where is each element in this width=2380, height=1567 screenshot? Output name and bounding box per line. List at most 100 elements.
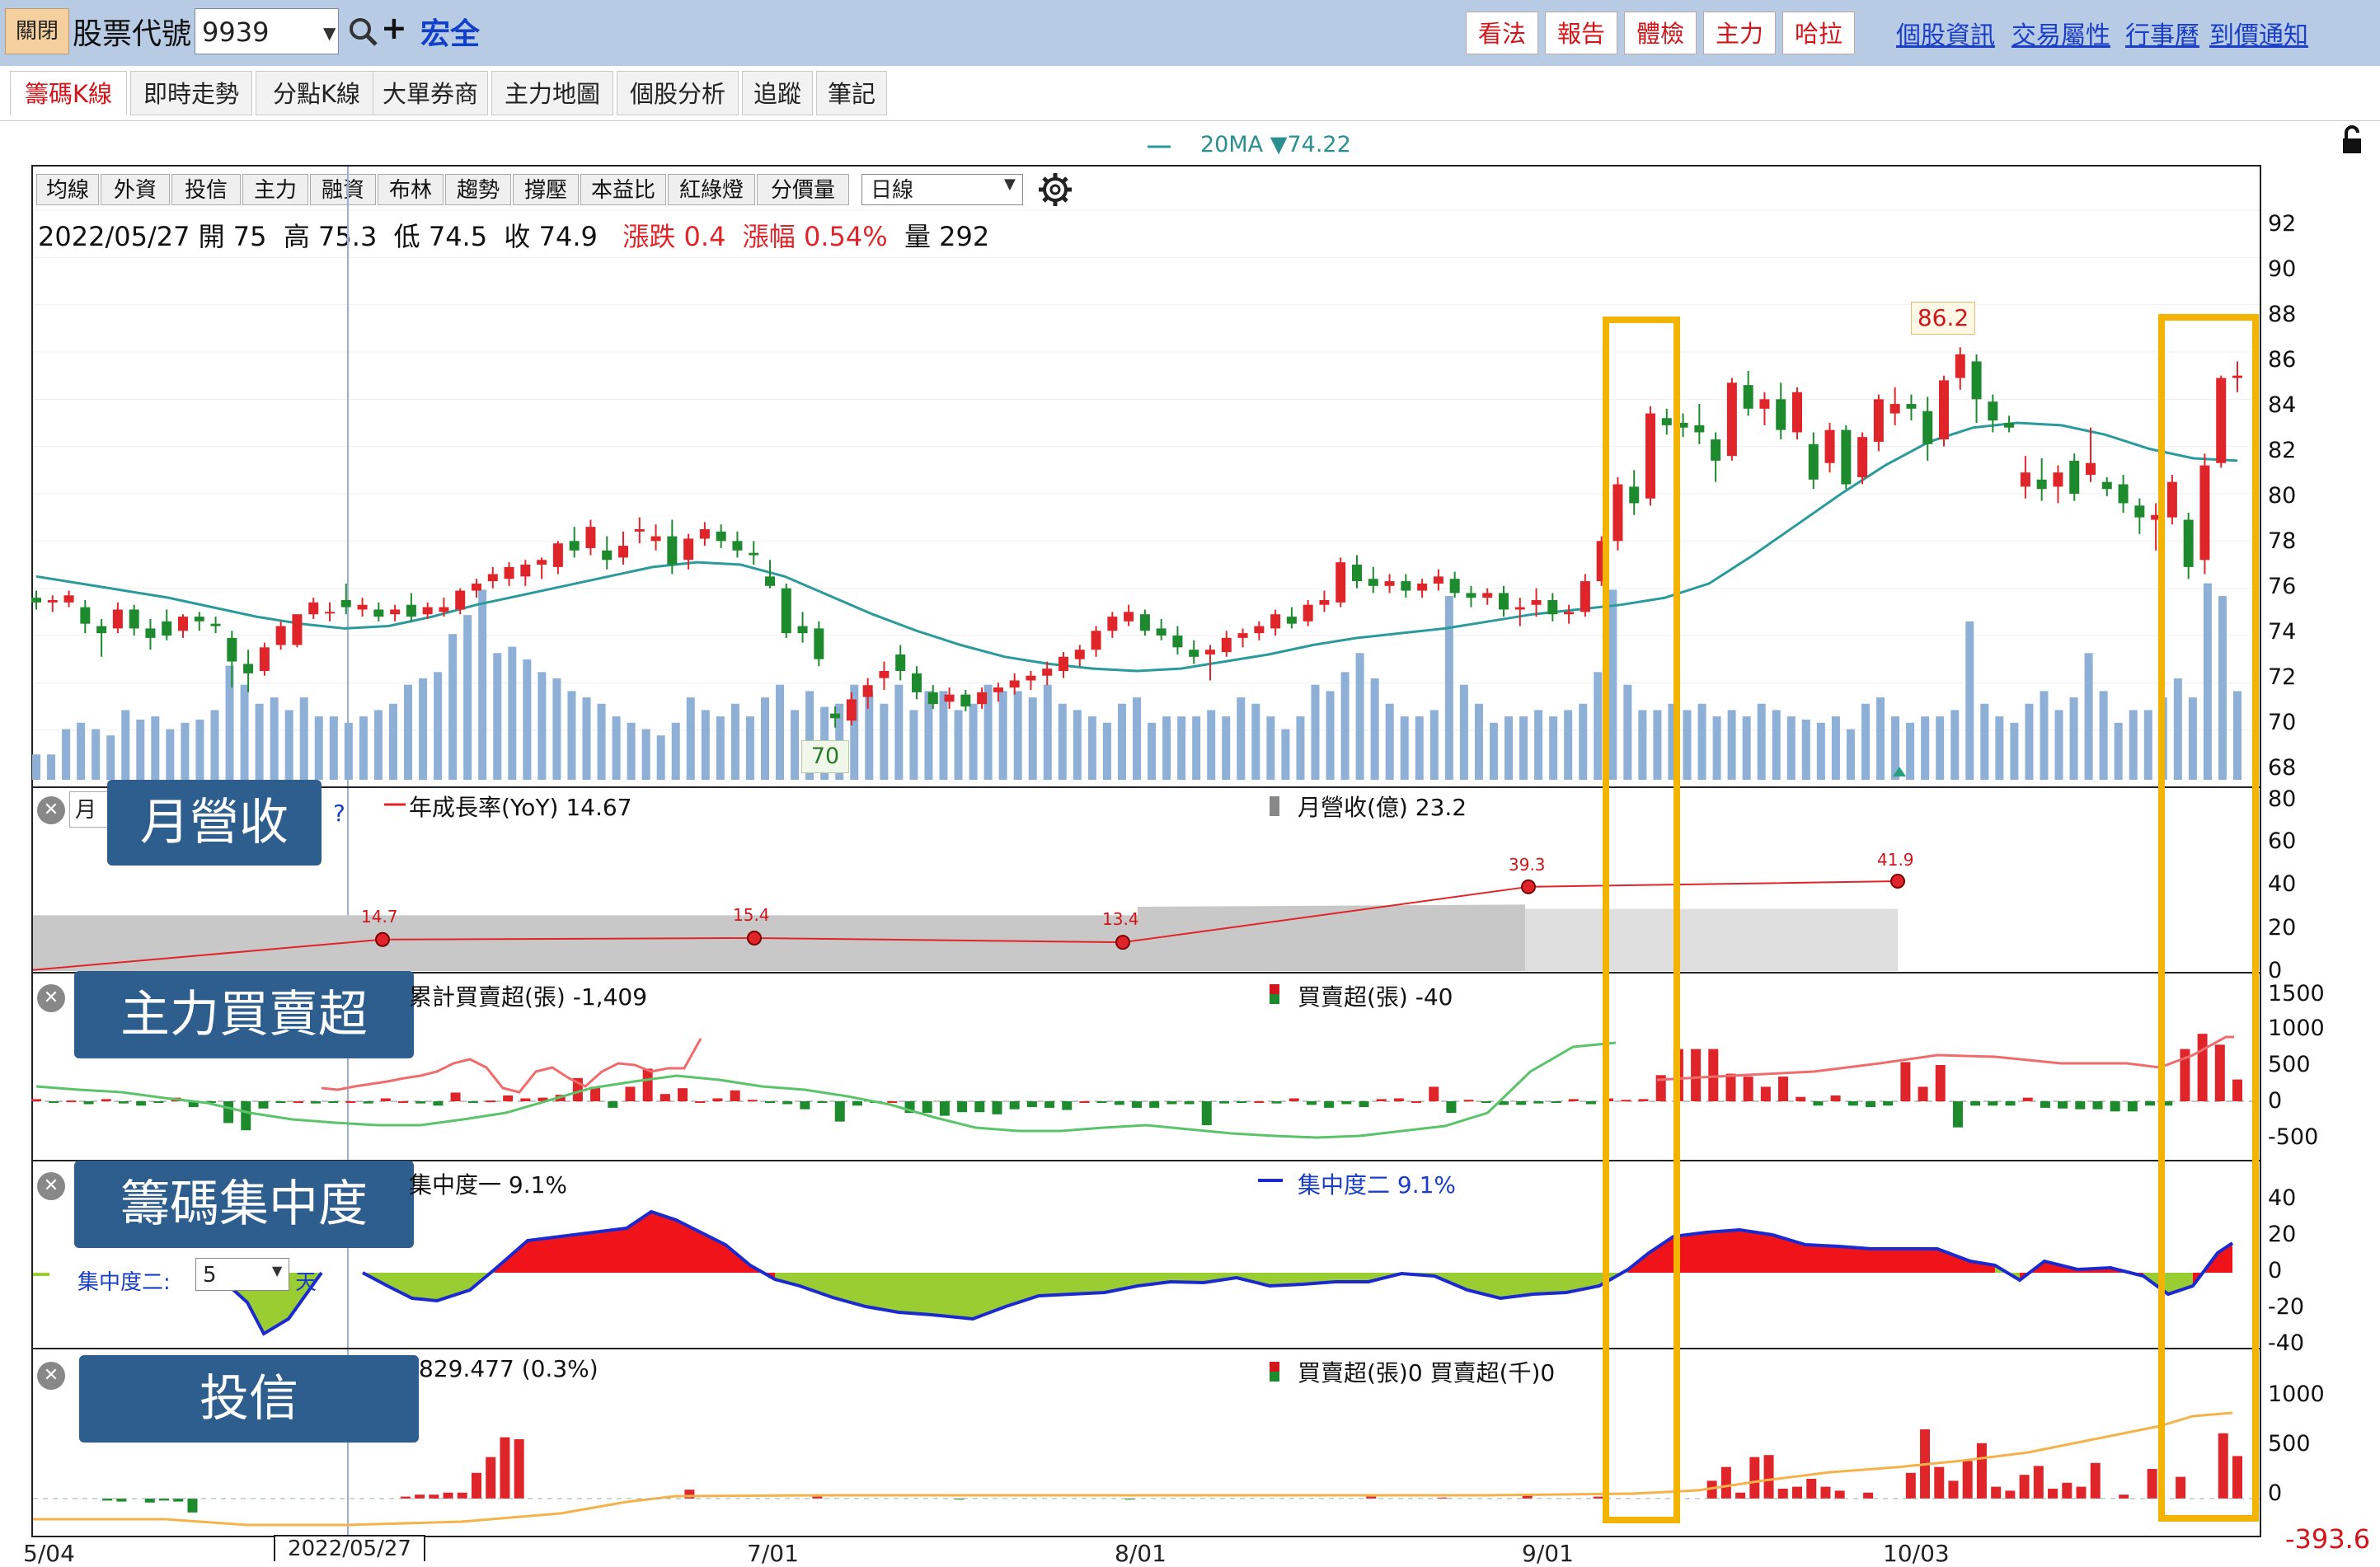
main-force-bar	[1499, 1101, 1509, 1105]
volume-bar	[1266, 716, 1275, 780]
concentration-tick: 40	[2268, 1185, 2297, 1211]
main-force-bar	[660, 1094, 670, 1101]
tab-realtime[interactable]: 即時走勢	[130, 71, 252, 115]
indicator-support-button[interactable]: 撐壓	[513, 174, 579, 205]
unlock-icon[interactable]	[2336, 124, 2369, 157]
trust-bar	[2033, 1466, 2044, 1499]
chevron-down-icon[interactable]: ▼	[272, 1263, 283, 1278]
indicator-trust-button[interactable]: 投信	[171, 174, 241, 205]
main-force-bar	[1254, 1101, 1265, 1103]
volume-bar	[195, 719, 204, 780]
main-force-bar	[433, 1101, 444, 1106]
tab-notes[interactable]: 筆記	[816, 71, 887, 115]
main-force-bar	[31, 1099, 41, 1101]
period-select[interactable]: 日線	[861, 174, 1023, 205]
indicator-price-volume-button[interactable]: 分價量	[757, 174, 849, 205]
volume-bar	[1831, 716, 1840, 780]
candle-body	[1319, 600, 1330, 605]
volume-bar	[567, 691, 576, 780]
concentration-days-select[interactable]: 5	[195, 1258, 289, 1291]
volume-bar	[270, 697, 279, 780]
add-icon[interactable]: +	[381, 10, 407, 46]
calendar-link[interactable]: 行事曆	[2125, 21, 2199, 50]
main-force-bar	[1218, 1101, 1229, 1104]
gear-icon[interactable]	[1035, 170, 1075, 209]
chat-button[interactable]: 哈拉	[1782, 12, 1855, 54]
volume-bar	[1564, 710, 1573, 780]
ohlc-info: 2022/05/27 開 75 高 75.3 低 74.5 收 74.9 漲跌 …	[38, 216, 989, 254]
main-force-bar	[363, 1101, 373, 1104]
trade-attr-link[interactable]: 交易屬性	[2011, 21, 2110, 50]
volume-bar	[760, 697, 769, 780]
indicator-main-button[interactable]: 主力	[242, 174, 308, 205]
revenue-legend-yoy: 年成長率(YoY) 14.67	[409, 794, 632, 821]
revenue-yoy-point	[1521, 879, 1536, 894]
volume-bar	[92, 729, 101, 780]
price-alert-link[interactable]: 到價通知	[2209, 21, 2308, 50]
volume-bar	[1727, 710, 1736, 780]
main-force-bar	[1813, 1101, 1824, 1106]
chevron-down-icon[interactable]: ▼	[323, 23, 336, 43]
chevron-down-icon[interactable]: ▼	[1004, 176, 1016, 193]
tab-branch-kline[interactable]: 分點K線	[256, 71, 378, 115]
close-icon[interactable]: ✕	[37, 984, 65, 1012]
close-icon[interactable]: ✕	[37, 796, 65, 824]
indicator-foreign-button[interactable]: 外資	[101, 174, 170, 205]
candle-body	[1564, 612, 1575, 615]
main-force-button[interactable]: 主力	[1703, 12, 1776, 54]
view-button[interactable]: 看法	[1466, 12, 1538, 54]
main-force-bar	[188, 1101, 199, 1108]
indicator-trend-button[interactable]: 趨勢	[445, 174, 511, 205]
candle-body	[1449, 579, 1460, 593]
candle-body	[1873, 399, 1884, 442]
volume-bar	[1876, 697, 1885, 780]
trust-bar	[472, 1472, 481, 1499]
report-button[interactable]: 報告	[1545, 12, 1617, 54]
trust-bar	[2147, 1469, 2157, 1499]
trust-bar	[1834, 1490, 1845, 1499]
indicator-bollinger-button[interactable]: 布林	[378, 174, 444, 205]
checkup-button[interactable]: 體檢	[1624, 12, 1697, 54]
volume-bar	[582, 697, 591, 780]
candle-body	[455, 590, 466, 610]
close-button[interactable]: 關閉	[5, 8, 69, 54]
price-tick: 74	[2268, 619, 2297, 645]
stock-info-link[interactable]: 個股資訊	[1896, 21, 1995, 50]
close-icon[interactable]: ✕	[37, 1362, 65, 1390]
tab-main-map[interactable]: 主力地圖	[491, 71, 613, 115]
indicator-signal-button[interactable]: 紅綠燈	[668, 174, 755, 205]
main-force-bar	[1481, 1101, 1491, 1103]
main-force-bar	[1918, 1086, 1928, 1101]
candle-body	[1466, 593, 1476, 598]
tab-chip-kline[interactable]: 籌碼K線	[10, 71, 127, 115]
tab-tracking[interactable]: 追蹤	[742, 71, 813, 115]
main-force-bar	[590, 1086, 601, 1101]
volume-bar	[1653, 710, 1662, 780]
volume-bar	[136, 719, 145, 780]
main-force-bar	[83, 1101, 94, 1105]
indicator-margin-button[interactable]: 融資	[310, 174, 376, 205]
tab-stock-analysis[interactable]: 個股分析	[617, 71, 739, 115]
revenue-point-label: 13.4	[1102, 909, 1139, 929]
tab-big-broker[interactable]: 大單券商	[373, 71, 488, 115]
volume-bar	[1207, 710, 1216, 780]
candle-body	[895, 654, 906, 671]
candle-body	[210, 623, 221, 626]
help-icon[interactable]: ?	[333, 800, 345, 827]
main-force-bar	[1708, 1049, 1719, 1101]
main-force-bar	[939, 1101, 950, 1116]
indicator-ma-button[interactable]: 均線	[36, 174, 99, 205]
volume-bar	[894, 684, 904, 780]
indicator-pe-button[interactable]: 本益比	[580, 174, 666, 205]
concentration-area	[1674, 1232, 1706, 1273]
search-icon[interactable]	[346, 15, 379, 48]
stock-code-input[interactable]: 9939	[195, 8, 339, 54]
volume-bar	[1757, 703, 1766, 780]
volume-bar	[1534, 710, 1543, 780]
close-icon[interactable]: ✕	[37, 1172, 65, 1200]
candle-body	[993, 687, 1003, 692]
concentration-area	[1500, 1273, 1533, 1298]
volume-bar	[1028, 697, 1037, 780]
main-force-bar	[101, 1099, 111, 1101]
trust-legend-left: 829.477 (0.3%)	[419, 1355, 599, 1382]
